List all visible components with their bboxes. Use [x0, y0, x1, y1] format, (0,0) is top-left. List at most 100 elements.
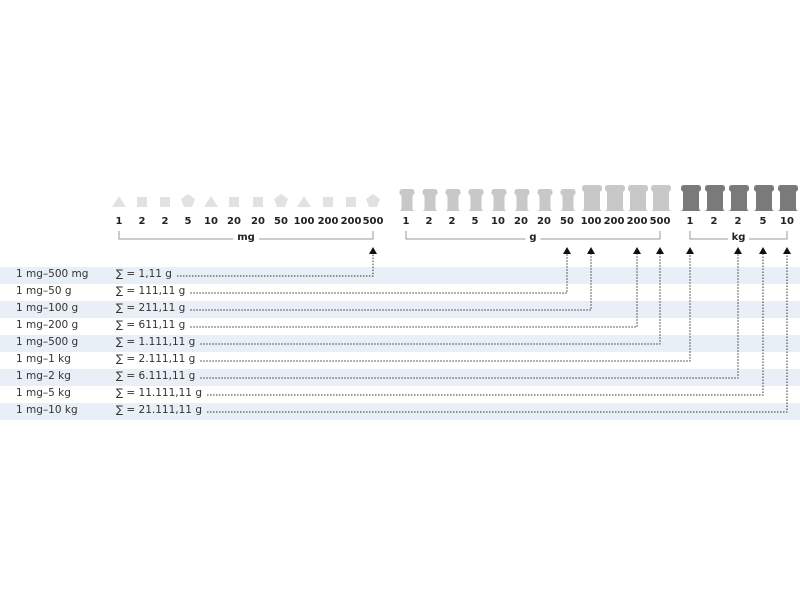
arrow-up-icon	[587, 247, 595, 254]
weight-value-label: 2	[138, 216, 146, 227]
cylinder-weight-icon	[753, 185, 775, 211]
table-row: 1 mg–500 mg ∑ = 1,11 g	[0, 267, 800, 284]
cylinder-weight-icon	[467, 189, 485, 211]
range-label: 1 mg–500 mg	[16, 268, 89, 280]
connector-line	[176, 254, 374, 277]
weight-value-label: 20	[537, 216, 551, 227]
weight-value-label: 20	[251, 216, 265, 227]
cylinder-weight-icon	[398, 189, 416, 211]
table-row: 1 mg–200 g ∑ = 611,11 g	[0, 318, 800, 335]
weight-value-label: 2	[448, 216, 456, 227]
weight-value-label: 5	[759, 216, 767, 227]
cylinder-weight-icon	[627, 185, 649, 211]
weight-value-label: 200	[340, 216, 362, 227]
pentagon-weight-icon	[181, 194, 195, 207]
range-label: 1 mg–1 kg	[16, 353, 71, 365]
range-label: 1 mg–100 g	[16, 302, 79, 314]
square-weight-icon	[229, 197, 239, 207]
weight-value-label: 20	[227, 216, 241, 227]
weight-value-label: 100	[580, 216, 602, 227]
table-row: 1 mg–50 g ∑ = 111,11 g	[0, 284, 800, 301]
sum-label: ∑ = 2.111,11 g	[116, 353, 196, 365]
weight-value-label: 2	[710, 216, 718, 227]
weight-value-label: 2	[734, 216, 742, 227]
weight-value-label: 10	[204, 216, 218, 227]
cylinder-weight-icon	[421, 189, 439, 211]
weight-value-label: 200	[603, 216, 625, 227]
weight-value-label: 100	[293, 216, 315, 227]
table-row: 1 mg–500 g ∑ = 1.111,11 g	[0, 335, 800, 352]
unit-label: kg	[727, 232, 750, 243]
sum-label: ∑ = 611,11 g	[116, 319, 186, 331]
weight-value-label: 10	[780, 216, 794, 227]
table-row: 1 mg–5 kg ∑ = 11.111,11 g	[0, 386, 800, 403]
weight-value-label: 1	[402, 216, 410, 227]
cylinder-weight-icon	[604, 185, 626, 211]
cylinder-weight-icon	[777, 185, 799, 211]
arrow-up-icon	[759, 247, 767, 254]
weight-value-label: 500	[362, 216, 384, 227]
arrow-up-icon	[656, 247, 664, 254]
weight-value-label: 20	[514, 216, 528, 227]
triangle-weight-icon	[204, 196, 218, 207]
square-weight-icon	[160, 197, 170, 207]
weight-value-label: 1	[686, 216, 694, 227]
connector-line	[190, 254, 592, 311]
range-label: 1 mg–50 g	[16, 285, 72, 297]
cylinder-weight-icon	[513, 189, 531, 211]
weight-value-label: 5	[184, 216, 192, 227]
weight-value-label: 200	[626, 216, 648, 227]
cylinder-weight-icon	[704, 185, 726, 211]
weight-value-label: 10	[491, 216, 505, 227]
range-label: 1 mg–500 g	[16, 336, 79, 348]
square-weight-icon	[323, 197, 333, 207]
sum-label: ∑ = 1.111,11 g	[116, 336, 199, 348]
arrow-up-icon	[783, 247, 791, 254]
cylinder-weight-icon	[728, 185, 750, 211]
connector-line	[190, 254, 568, 294]
sum-label: ∑ = 11.111,11 g	[116, 387, 202, 399]
weight-value-label: 2	[161, 216, 169, 227]
square-weight-icon	[253, 197, 263, 207]
sum-label: ∑ = 111,11 g	[116, 285, 186, 297]
sum-label: ∑ = 211,11 g	[116, 302, 189, 314]
triangle-weight-icon	[112, 196, 126, 207]
connector-line	[207, 254, 788, 413]
cylinder-weight-icon	[581, 185, 603, 211]
connector-line	[190, 254, 638, 328]
unit-label: g	[525, 232, 541, 243]
cylinder-weight-icon	[650, 185, 672, 211]
range-label: 1 mg–10 kg	[16, 404, 78, 416]
arrow-up-icon	[734, 247, 742, 254]
unit-label: mg	[233, 232, 259, 243]
cylinder-weight-icon	[680, 185, 702, 211]
table-row: 1 mg–2 kg ∑ = 6.111,11 g	[0, 369, 800, 386]
connector-line	[200, 254, 661, 345]
weight-value-label: 50	[274, 216, 288, 227]
weight-value-label: 200	[317, 216, 339, 227]
range-label: 1 mg–2 kg	[16, 370, 71, 382]
cylinder-weight-icon	[559, 189, 577, 211]
sum-label: ∑ = 21.111,11 g	[116, 404, 205, 416]
range-label: 1 mg–5 kg	[16, 387, 71, 399]
table-row: 1 mg–100 g ∑ = 211,11 g	[0, 301, 800, 318]
triangle-weight-icon	[297, 196, 311, 207]
weight-value-label: 1	[115, 216, 123, 227]
sum-label: ∑ = 6.111,11 g	[116, 370, 199, 382]
cylinder-weight-icon	[536, 189, 554, 211]
arrow-up-icon	[369, 247, 377, 254]
connector-line	[207, 254, 764, 396]
cylinder-weight-icon	[444, 189, 462, 211]
pentagon-weight-icon	[366, 194, 380, 207]
weight-value-label: 2	[425, 216, 433, 227]
range-label: 1 mg–200 g	[16, 319, 79, 331]
weight-value-label: 50	[560, 216, 574, 227]
arrow-up-icon	[563, 247, 571, 254]
weight-value-label: 500	[649, 216, 671, 227]
pentagon-weight-icon	[274, 194, 288, 207]
square-weight-icon	[346, 197, 356, 207]
connector-line	[200, 254, 739, 379]
weight-value-label: 5	[471, 216, 479, 227]
